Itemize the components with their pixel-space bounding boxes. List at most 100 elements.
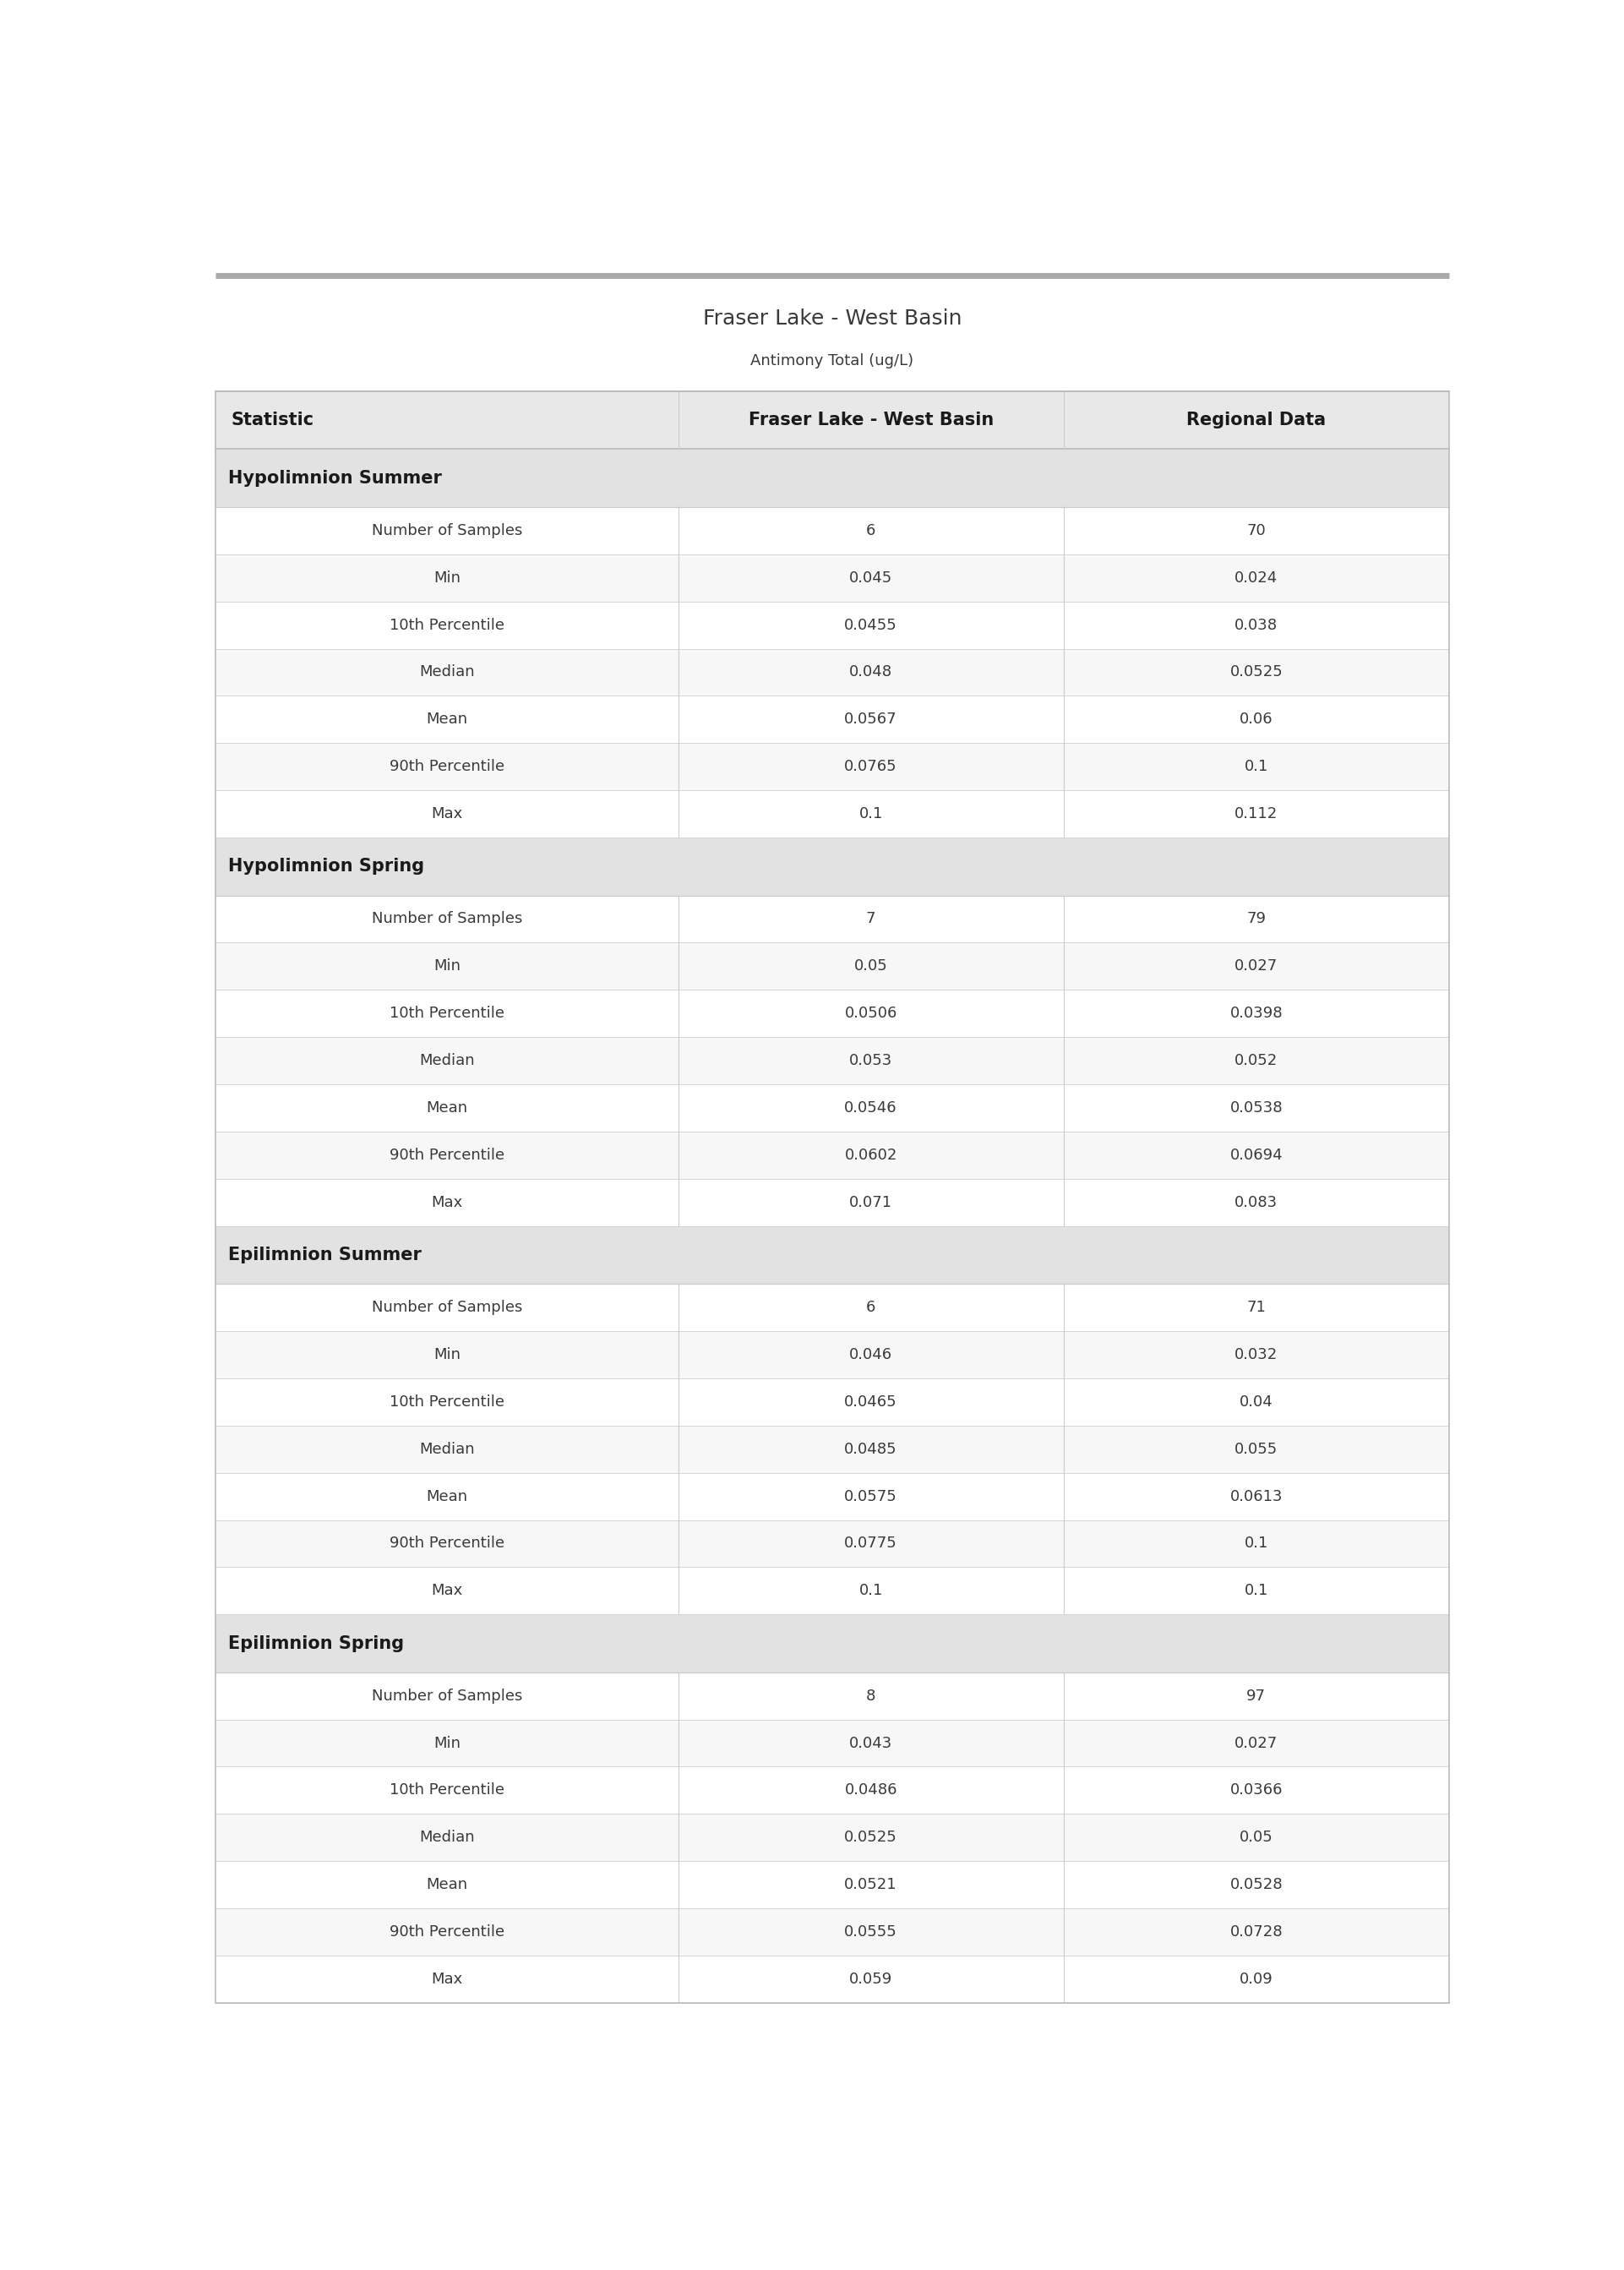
Bar: [216, 838, 1449, 894]
Text: Median: Median: [419, 1441, 474, 1457]
Text: 0.0555: 0.0555: [844, 1925, 898, 1939]
Text: Min: Min: [434, 1737, 460, 1750]
Text: 0.045: 0.045: [849, 570, 893, 586]
Text: 90th Percentile: 90th Percentile: [390, 1149, 505, 1162]
Bar: [216, 1178, 1449, 1226]
Text: 0.1: 0.1: [859, 1582, 883, 1598]
Bar: [216, 990, 1449, 1037]
Text: 0.0465: 0.0465: [844, 1394, 898, 1410]
Text: Number of Samples: Number of Samples: [372, 1301, 523, 1314]
Text: Min: Min: [434, 570, 460, 586]
Bar: [216, 390, 1449, 449]
Bar: [216, 1521, 1449, 1566]
Text: Hypolimnion Summer: Hypolimnion Summer: [227, 470, 442, 486]
Text: 0.032: 0.032: [1234, 1346, 1278, 1362]
Text: 97: 97: [1247, 1689, 1267, 1702]
Text: 0.055: 0.055: [1234, 1441, 1278, 1457]
Bar: [216, 1954, 1449, 2002]
Text: Max: Max: [430, 1194, 463, 1210]
Text: Min: Min: [434, 958, 460, 974]
Text: 0.0694: 0.0694: [1229, 1149, 1283, 1162]
Text: 79: 79: [1247, 913, 1267, 926]
Text: 0.038: 0.038: [1234, 617, 1278, 633]
Text: 90th Percentile: 90th Percentile: [390, 758, 505, 774]
Text: Median: Median: [419, 665, 474, 681]
Text: Number of Samples: Number of Samples: [372, 522, 523, 538]
Text: 0.112: 0.112: [1234, 806, 1278, 822]
Bar: [216, 1814, 1449, 1861]
Text: Max: Max: [430, 1973, 463, 1986]
Text: 90th Percentile: 90th Percentile: [390, 1537, 505, 1550]
Text: 0.0528: 0.0528: [1229, 1877, 1283, 1893]
Text: 0.024: 0.024: [1234, 570, 1278, 586]
Text: 0.04: 0.04: [1239, 1394, 1273, 1410]
Text: 6: 6: [866, 1301, 875, 1314]
Bar: [216, 1285, 1449, 1330]
Text: 0.027: 0.027: [1234, 1737, 1278, 1750]
Bar: [216, 790, 1449, 838]
Text: 0.1: 0.1: [1244, 758, 1268, 774]
Text: 71: 71: [1247, 1301, 1267, 1314]
Text: 0.0765: 0.0765: [844, 758, 898, 774]
Text: 0.059: 0.059: [849, 1973, 893, 1986]
Text: Antimony Total (ug/L): Antimony Total (ug/L): [750, 354, 914, 368]
Text: Max: Max: [430, 1582, 463, 1598]
Text: 0.0366: 0.0366: [1229, 1782, 1283, 1798]
Bar: [216, 1566, 1449, 1614]
Bar: [216, 1130, 1449, 1178]
Bar: [216, 1378, 1449, 1426]
Text: 0.0602: 0.0602: [844, 1149, 896, 1162]
Text: 0.09: 0.09: [1239, 1973, 1273, 1986]
Bar: [216, 506, 1449, 554]
Bar: [216, 1909, 1449, 1954]
Bar: [216, 1766, 1449, 1814]
Text: 10th Percentile: 10th Percentile: [390, 1006, 505, 1021]
Bar: [216, 1473, 1449, 1521]
Bar: [216, 1426, 1449, 1473]
Text: Min: Min: [434, 1346, 460, 1362]
Text: 0.0506: 0.0506: [844, 1006, 896, 1021]
Text: 7: 7: [866, 913, 875, 926]
Text: 8: 8: [866, 1689, 875, 1702]
Text: 10th Percentile: 10th Percentile: [390, 1782, 505, 1798]
Text: Median: Median: [419, 1830, 474, 1846]
Bar: [216, 894, 1449, 942]
Text: 0.1: 0.1: [1244, 1537, 1268, 1550]
Text: Max: Max: [430, 806, 463, 822]
Bar: [216, 1614, 1449, 1673]
Text: 0.0398: 0.0398: [1229, 1006, 1283, 1021]
Bar: [216, 1037, 1449, 1085]
Text: Mean: Mean: [425, 1877, 468, 1893]
Bar: [216, 449, 1449, 506]
Text: Regional Data: Regional Data: [1187, 411, 1327, 429]
Text: Mean: Mean: [425, 1101, 468, 1115]
Bar: [216, 554, 1449, 602]
Text: Mean: Mean: [425, 1489, 468, 1505]
Text: Number of Samples: Number of Samples: [372, 1689, 523, 1702]
Text: Epilimnion Summer: Epilimnion Summer: [227, 1246, 422, 1264]
Bar: [216, 649, 1449, 697]
Bar: [216, 1718, 1449, 1766]
Bar: [216, 1673, 1449, 1718]
Text: Epilimnion Spring: Epilimnion Spring: [227, 1634, 404, 1653]
Text: 70: 70: [1247, 522, 1265, 538]
Text: Median: Median: [419, 1053, 474, 1069]
Text: 0.0455: 0.0455: [844, 617, 898, 633]
Text: Fraser Lake - West Basin: Fraser Lake - West Basin: [749, 411, 994, 429]
Text: 0.0728: 0.0728: [1229, 1925, 1283, 1939]
Text: 6: 6: [866, 522, 875, 538]
Bar: [216, 942, 1449, 990]
Text: 0.0525: 0.0525: [844, 1830, 898, 1846]
Text: 0.05: 0.05: [854, 958, 888, 974]
Text: 0.053: 0.053: [849, 1053, 893, 1069]
Bar: [216, 1085, 1449, 1130]
Text: 0.0525: 0.0525: [1229, 665, 1283, 681]
Bar: [216, 742, 1449, 790]
Text: 0.0575: 0.0575: [844, 1489, 898, 1505]
Text: 0.1: 0.1: [1244, 1582, 1268, 1598]
Bar: [216, 1861, 1449, 1909]
Bar: [216, 1330, 1449, 1378]
Text: 0.043: 0.043: [849, 1737, 893, 1750]
Text: 0.0567: 0.0567: [844, 713, 898, 726]
Text: 0.06: 0.06: [1239, 713, 1273, 726]
